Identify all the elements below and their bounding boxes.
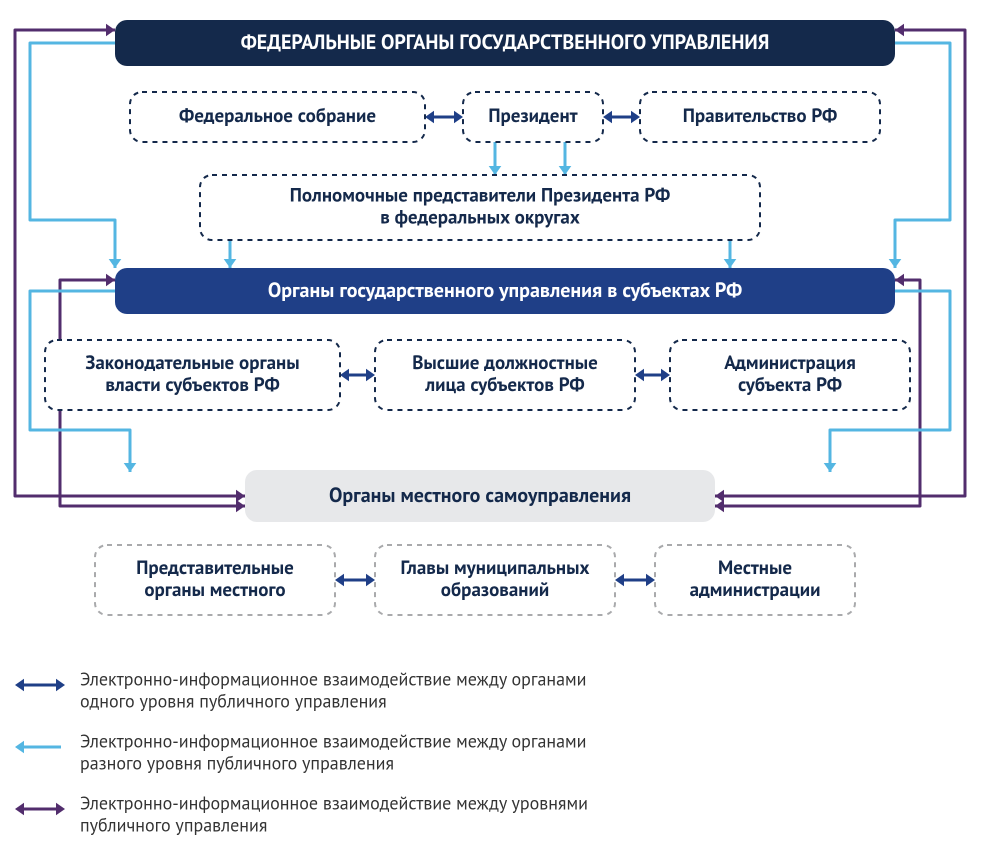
box-label: Администрация <box>724 351 856 375</box>
arrow-head-icon <box>715 490 724 503</box>
header-label: ФЕДЕРАЛЬНЫЕ ОРГАНЫ ГОСУДАРСТВЕННОГО УПРА… <box>241 29 770 55</box>
diagram-canvas: ФЕДЕРАЛЬНЫЕ ОРГАНЫ ГОСУДАРСТВЕННОГО УПРА… <box>0 0 983 860</box>
arrow-head-icon <box>559 166 572 175</box>
arrow-head-icon <box>15 803 24 816</box>
legend-text: Электронно-информационное взаимодействие… <box>80 730 587 753</box>
arrow-head-icon <box>15 679 24 692</box>
arrow-head-icon <box>56 803 65 816</box>
box-label: субъекта РФ <box>738 373 842 397</box>
arrow-head-icon <box>715 500 724 513</box>
box-label: Представительные <box>136 556 294 580</box>
box-label: образований <box>441 578 549 602</box>
arrow-head-icon <box>489 166 502 175</box>
connector-line <box>30 43 115 268</box>
header-label: Органы государственного управления в суб… <box>268 277 742 303</box>
legend-text: разного уровня публичного управления <box>80 752 394 775</box>
arrow-head-icon <box>646 574 655 587</box>
box-label: Местные <box>718 556 792 580</box>
arrow-head-icon <box>340 369 349 382</box>
arrow-head-icon <box>603 111 612 124</box>
arrow-head-icon <box>109 259 122 268</box>
box-label: Федеральное собрание <box>179 104 376 128</box>
arrow-head-icon <box>895 24 904 37</box>
box-label: лица субъектов РФ <box>424 373 584 397</box>
connector-line <box>895 43 950 268</box>
box-label: в федеральных округах <box>380 205 580 229</box>
arrow-head-icon <box>661 369 670 382</box>
box-label: власти субъектов РФ <box>105 373 279 397</box>
arrow-head-icon <box>824 463 837 472</box>
arrow-head-icon <box>236 490 245 503</box>
arrow-head-icon <box>56 679 65 692</box>
arrow-head-icon <box>631 111 640 124</box>
box-label: Правительство РФ <box>683 104 838 128</box>
legend-text: Электронно-информационное взаимодействие… <box>80 792 588 815</box>
box-label: Президент <box>488 104 577 128</box>
box-label: Законодательные органы <box>85 351 299 375</box>
arrow-head-icon <box>895 274 904 287</box>
arrow-head-icon <box>425 111 434 124</box>
header-label: Органы местного самоуправления <box>329 482 631 508</box>
arrow-head-icon <box>335 574 344 587</box>
arrow-head-icon <box>366 369 375 382</box>
arrow-head-icon <box>124 463 137 472</box>
legend-text: публичного управления <box>80 814 267 837</box>
arrow-head-icon <box>724 259 737 268</box>
box-label: Высшие должностные <box>412 351 598 375</box>
arrow-head-icon <box>635 369 644 382</box>
box-label: Полномочные представители Президента РФ <box>290 183 671 207</box>
arrow-head-icon <box>106 274 115 287</box>
arrow-head-icon <box>889 259 902 268</box>
box-label: Главы муниципальных <box>401 556 590 580</box>
arrow-head-icon <box>366 574 375 587</box>
arrow-head-icon <box>224 259 237 268</box>
arrow-head-icon <box>15 741 24 754</box>
legend-text: Электронно-информационное взаимодействие… <box>80 668 587 691</box>
arrow-head-icon <box>106 24 115 37</box>
legend-text: одного уровня публичного управления <box>80 690 387 713</box>
box-label: администрации <box>690 578 821 602</box>
arrow-head-icon <box>454 111 463 124</box>
arrow-head-icon <box>615 574 624 587</box>
arrow-head-icon <box>236 500 245 513</box>
box-label: органы местного <box>144 578 285 602</box>
